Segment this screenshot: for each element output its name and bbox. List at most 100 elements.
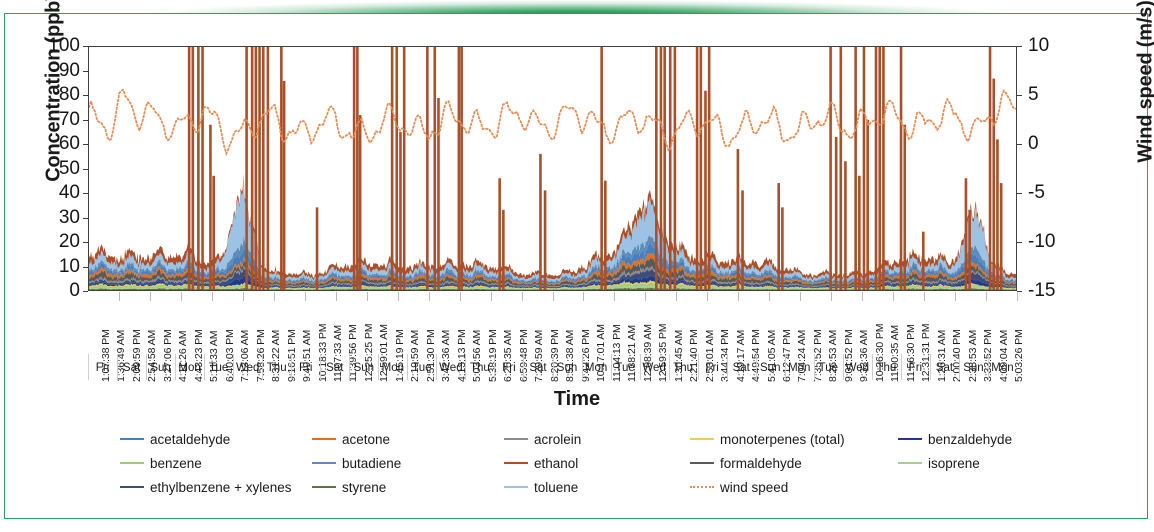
ethanol-spike bbox=[741, 190, 744, 290]
x-tick-separator bbox=[707, 292, 709, 301]
day-separator bbox=[320, 354, 322, 380]
day-separator bbox=[987, 354, 989, 380]
y-tick-label-left: 30 bbox=[58, 206, 80, 228]
legend-label: toluene bbox=[534, 479, 579, 495]
y-tick-label-left: 80 bbox=[58, 84, 80, 105]
legend-item[interactable]: toluene bbox=[504, 476, 578, 498]
x-tick-separator bbox=[893, 292, 895, 301]
day-label: Fri bbox=[95, 362, 110, 374]
ethanol-spike bbox=[282, 81, 286, 290]
legend-label: isoprene bbox=[928, 455, 980, 471]
legend-item[interactable]: butadiene bbox=[312, 452, 401, 474]
day-separator bbox=[262, 354, 264, 380]
day-label: Sun bbox=[556, 362, 578, 374]
legend-swatch-icon bbox=[898, 462, 922, 464]
day-label: Mon bbox=[178, 362, 201, 374]
day-label: Thu bbox=[673, 362, 694, 374]
legend-item[interactable]: wind speed bbox=[690, 476, 788, 498]
day-separator bbox=[581, 354, 583, 380]
day-separator bbox=[204, 354, 206, 380]
day-label: Sat bbox=[529, 362, 547, 374]
day-label: Sat bbox=[732, 362, 750, 374]
ethanol-spike bbox=[604, 180, 607, 290]
day-label: Sun bbox=[963, 362, 984, 374]
legend-swatch-icon bbox=[120, 486, 144, 488]
y-tick-label-left: 20 bbox=[58, 231, 80, 252]
x-tick-separator bbox=[800, 292, 802, 301]
y-tick-label-right: 0 bbox=[1028, 133, 1039, 154]
legend-item[interactable]: ethanol bbox=[504, 452, 578, 474]
day-separator bbox=[88, 354, 89, 380]
ethanol-spike bbox=[399, 132, 402, 290]
ethanol-spike bbox=[903, 124, 907, 290]
green-gradient-band bbox=[0, 0, 1154, 15]
day-separator bbox=[175, 354, 177, 380]
day-label: Tue bbox=[615, 362, 635, 374]
legend-label: monoterpenes (total) bbox=[720, 431, 845, 447]
x-tick-separator bbox=[273, 292, 275, 301]
ethanol-spike bbox=[882, 47, 885, 290]
legend-item[interactable]: acetaldehyde bbox=[120, 428, 230, 450]
day-label: Tue bbox=[412, 362, 432, 374]
x-tick-separator bbox=[955, 292, 957, 301]
legend-item[interactable]: ethylbenzene + xylenes bbox=[120, 476, 291, 498]
day-label: Tue bbox=[818, 362, 838, 374]
legend-item[interactable]: monoterpenes (total) bbox=[690, 428, 845, 450]
day-separator bbox=[291, 354, 293, 380]
series-area-isoprene bbox=[89, 285, 1016, 290]
y-tick-label-right: -10 bbox=[1028, 231, 1056, 252]
day-separator bbox=[813, 354, 815, 380]
day-separator bbox=[349, 354, 351, 380]
x-tick-separator bbox=[118, 292, 120, 301]
ethanol-spike bbox=[245, 47, 248, 290]
legend-label: wind speed bbox=[720, 479, 789, 495]
ethanol-spike bbox=[668, 47, 672, 290]
y-tick-label-left: 0 bbox=[69, 280, 80, 301]
x-tick-separator bbox=[428, 292, 430, 301]
ethanol-spike bbox=[829, 47, 832, 290]
legend-item[interactable]: acrolein bbox=[504, 428, 581, 450]
y-tick-label-right: 10 bbox=[1028, 35, 1050, 56]
y-tick-label-left: 50 bbox=[58, 157, 80, 179]
ethanol-spike bbox=[699, 47, 703, 290]
ethanol-spike bbox=[426, 47, 429, 290]
ethanol-spike bbox=[996, 139, 999, 290]
legend-item[interactable]: benzaldehyde bbox=[898, 428, 1012, 450]
ethanol-spike bbox=[600, 47, 603, 290]
legend-swatch-icon bbox=[690, 438, 714, 440]
day-label: Tue bbox=[208, 362, 229, 374]
day-separator bbox=[900, 354, 902, 380]
ethanol-spike bbox=[655, 47, 658, 290]
ethanol-spike bbox=[212, 175, 215, 290]
legend-label: benzaldehyde bbox=[928, 431, 1013, 447]
ethanol-spike bbox=[402, 47, 406, 290]
legend-item[interactable]: benzene bbox=[120, 452, 202, 474]
legend-item[interactable]: styrene bbox=[312, 476, 386, 498]
y-tick-mark-right bbox=[1017, 144, 1022, 145]
day-label: Wed bbox=[845, 362, 870, 374]
legend-item[interactable]: isoprene bbox=[898, 452, 980, 474]
legend-label: ethanol bbox=[534, 455, 579, 471]
ethanol-spike bbox=[433, 47, 437, 290]
legend-swatch-icon bbox=[312, 462, 336, 464]
ethanol-spike bbox=[695, 47, 699, 290]
ethanol-spike bbox=[437, 98, 440, 290]
y-tick-mark-left bbox=[83, 242, 88, 243]
ethanol-spike bbox=[266, 47, 270, 290]
y-tick-mark-left bbox=[83, 70, 88, 72]
legend-swatch-icon bbox=[504, 438, 528, 440]
y-tick-label-left: 40 bbox=[58, 182, 80, 203]
legend-swatch-icon bbox=[898, 438, 922, 440]
day-label: Sat bbox=[935, 362, 954, 374]
legend-item[interactable]: acetone bbox=[312, 428, 390, 450]
x-tick-separator bbox=[521, 292, 523, 301]
legend-label: benzene bbox=[150, 455, 202, 471]
day-separator bbox=[958, 354, 960, 380]
legend-item[interactable]: formaldehyde bbox=[690, 452, 802, 474]
day-label: Fri bbox=[705, 362, 719, 374]
x-tick-separator bbox=[676, 292, 678, 301]
ethanol-spike bbox=[358, 115, 362, 290]
y-tick-mark-left bbox=[83, 95, 88, 96]
day-label: Sun bbox=[150, 362, 171, 374]
y-tick-mark-left bbox=[83, 217, 88, 219]
